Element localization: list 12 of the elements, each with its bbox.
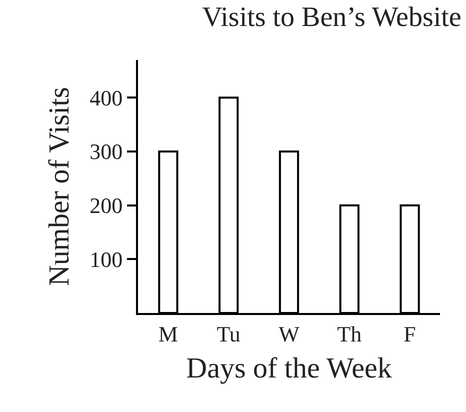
y-axis-title: Number of Visits: [43, 86, 76, 286]
x-tick-label: M: [158, 321, 178, 346]
x-tick-label: W: [278, 321, 300, 346]
y-tick-label: 200: [90, 193, 123, 218]
y-tick-label: 400: [90, 85, 123, 110]
x-axis-title: Days of the Week: [186, 352, 392, 385]
y-tick-label: 300: [90, 139, 123, 164]
y-tick-label: 100: [90, 246, 123, 272]
chart-title: Visits to Ben’s Website: [202, 2, 462, 33]
x-tick-label: Th: [337, 321, 362, 346]
x-tick-label: Tu: [216, 321, 240, 346]
x-tick-label: F: [404, 321, 416, 346]
